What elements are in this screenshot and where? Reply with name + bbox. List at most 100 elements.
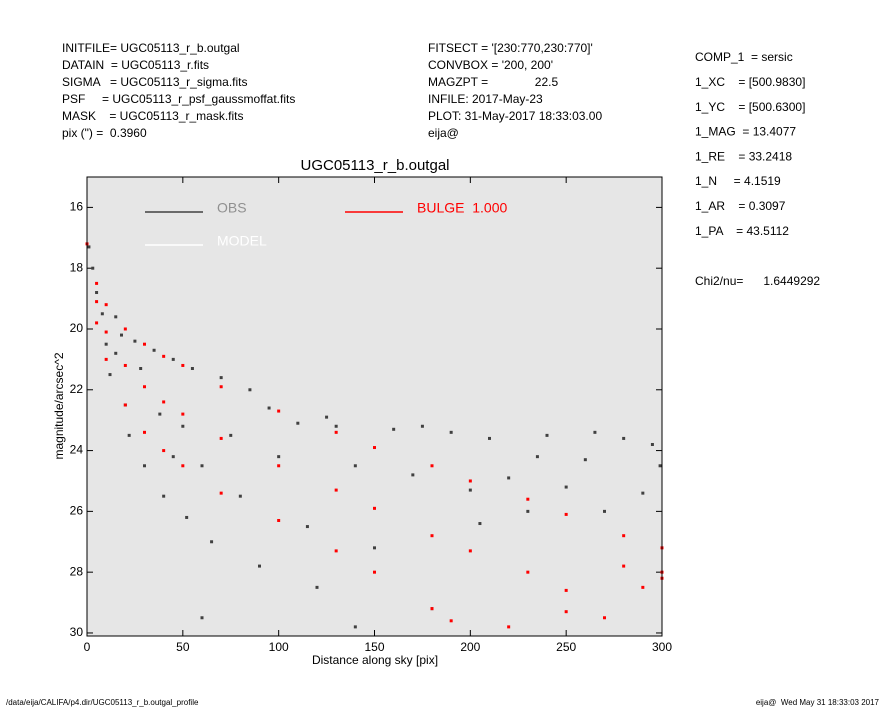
y-axis-label: magnitude/arcsec^2 bbox=[52, 352, 66, 459]
point bbox=[564, 588, 568, 592]
point bbox=[162, 449, 166, 453]
chi2: Chi2/nu= 1.6449292 bbox=[695, 274, 820, 288]
point bbox=[104, 303, 108, 307]
y-tick-label: 30 bbox=[70, 625, 84, 639]
point bbox=[162, 494, 166, 498]
point bbox=[334, 488, 338, 492]
point bbox=[545, 433, 549, 437]
point bbox=[114, 351, 118, 355]
point bbox=[603, 509, 606, 513]
point bbox=[535, 455, 539, 459]
header-line: eija@ bbox=[428, 126, 459, 140]
x-tick-label: 300 bbox=[652, 640, 672, 654]
point bbox=[449, 619, 453, 623]
header-line: pix (") = 0.3960 bbox=[62, 126, 147, 140]
point bbox=[392, 427, 396, 431]
point bbox=[104, 357, 108, 361]
point bbox=[91, 266, 95, 270]
point bbox=[334, 549, 338, 553]
point bbox=[468, 479, 472, 483]
plot-area bbox=[87, 177, 662, 636]
point bbox=[104, 330, 108, 334]
header-line: PLOT: 31-May-2017 18:33:03.00 bbox=[428, 109, 602, 123]
point bbox=[430, 464, 434, 468]
point bbox=[277, 464, 281, 468]
point bbox=[123, 363, 127, 367]
point bbox=[123, 327, 127, 331]
point bbox=[181, 412, 185, 416]
point bbox=[583, 458, 587, 462]
point bbox=[641, 585, 645, 589]
x-tick-label: 100 bbox=[269, 640, 289, 654]
parameter: 1_YC = [500.6300] bbox=[695, 100, 805, 114]
legend-label: BULGE 1.000 bbox=[417, 200, 507, 216]
header-line: DATAIN = UGC05113_r.fits bbox=[62, 58, 209, 72]
parameter: 1_N = 4.1519 bbox=[695, 174, 781, 188]
point bbox=[152, 348, 156, 352]
point bbox=[143, 342, 146, 346]
point bbox=[210, 540, 214, 544]
point bbox=[267, 406, 271, 410]
point bbox=[373, 570, 376, 574]
header-line: FITSECT = '[230:770,230:770]' bbox=[428, 41, 593, 55]
point bbox=[305, 525, 309, 529]
header-line: INITFILE= UGC05113_r_b.outgal bbox=[62, 41, 240, 55]
point bbox=[650, 442, 654, 446]
point bbox=[315, 585, 319, 589]
point bbox=[162, 354, 166, 358]
y-tick-label: 16 bbox=[70, 200, 84, 214]
y-tick-label: 22 bbox=[70, 382, 84, 396]
point bbox=[603, 616, 606, 620]
x-tick-label: 0 bbox=[84, 640, 91, 654]
point bbox=[430, 534, 434, 538]
point bbox=[133, 339, 137, 343]
point bbox=[114, 315, 118, 319]
point bbox=[449, 430, 453, 434]
point bbox=[190, 367, 194, 371]
point bbox=[622, 436, 626, 440]
point bbox=[468, 488, 472, 492]
point bbox=[277, 455, 281, 459]
point bbox=[248, 388, 252, 392]
point bbox=[526, 497, 530, 501]
x-axis-label: Distance along sky [pix] bbox=[312, 653, 438, 667]
header-line: MASK = UGC05113_r_mask.fits bbox=[62, 109, 244, 123]
point bbox=[658, 464, 662, 468]
point bbox=[353, 464, 357, 468]
point bbox=[219, 436, 223, 440]
y-tick-label: 26 bbox=[70, 504, 84, 518]
point bbox=[95, 281, 99, 285]
point bbox=[158, 412, 162, 416]
point bbox=[87, 245, 91, 249]
point bbox=[123, 403, 127, 407]
y-tick-label: 24 bbox=[70, 443, 84, 457]
parameter: 1_AR = 0.3097 bbox=[695, 199, 786, 213]
point bbox=[139, 367, 143, 371]
point bbox=[120, 333, 123, 337]
point bbox=[127, 433, 131, 437]
point bbox=[564, 512, 568, 516]
point bbox=[622, 534, 626, 538]
point bbox=[334, 430, 338, 434]
point bbox=[325, 415, 329, 419]
point bbox=[143, 430, 146, 434]
point bbox=[143, 464, 146, 468]
point bbox=[622, 564, 626, 568]
point bbox=[373, 446, 376, 450]
legend-label: MODEL bbox=[217, 233, 267, 249]
legend-label: OBS bbox=[217, 200, 247, 216]
point bbox=[219, 385, 223, 389]
point bbox=[229, 433, 233, 437]
chart-title: UGC05113_r_b.outgal bbox=[301, 157, 450, 174]
point bbox=[507, 625, 511, 629]
point bbox=[100, 312, 104, 316]
footer-right: eija@ Wed May 31 18:33:03 2017 bbox=[756, 698, 880, 707]
header-line: PSF = UGC05113_r_psf_gaussmoffat.fits bbox=[62, 92, 295, 106]
point bbox=[95, 321, 99, 325]
header-line: MAGZPT = 22.5 bbox=[428, 75, 558, 89]
point bbox=[420, 424, 424, 428]
y-tick-label: 18 bbox=[70, 260, 84, 274]
point bbox=[143, 385, 146, 389]
point bbox=[219, 491, 223, 495]
y-tick-label: 20 bbox=[70, 321, 84, 335]
